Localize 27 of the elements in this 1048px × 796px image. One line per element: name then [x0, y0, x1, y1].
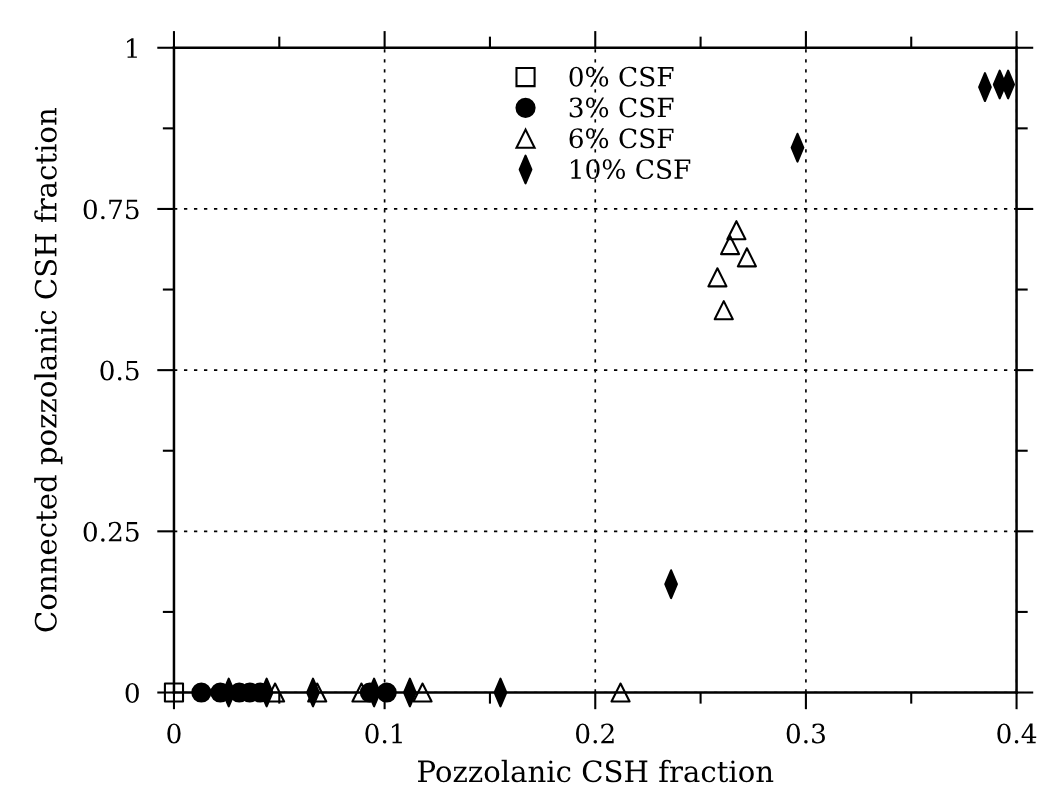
x-tick-label: 0.2 — [576, 723, 614, 744]
y-axis-title: Connected pozzolanic CSH fraction — [34, 108, 63, 632]
x-tick-label: 0 — [167, 723, 181, 744]
x-tick-label: 0.3 — [786, 723, 825, 744]
point — [719, 234, 741, 256]
point — [163, 682, 185, 703]
x-tick-label: 0.1 — [365, 723, 402, 744]
point — [351, 682, 372, 703]
point — [713, 300, 734, 321]
y-tick-label: 1 — [127, 38, 137, 58]
y-tick-label: 0.25 — [83, 521, 139, 542]
point — [726, 220, 747, 241]
point — [610, 682, 631, 703]
point — [736, 247, 758, 268]
legend-label: 6% CSF — [569, 128, 674, 149]
x-axis-title: Pozzolanic CSH fraction — [418, 759, 774, 783]
x-tick-label: 0.4 — [997, 723, 1037, 744]
point — [412, 682, 433, 703]
point — [707, 267, 728, 288]
legend-label: 3% CSF — [569, 97, 674, 118]
y-tick-label: 0.75 — [83, 199, 139, 220]
y-tick-label: 0 — [125, 682, 139, 703]
legend-label: 10% CSF — [570, 159, 691, 180]
legend-label: 0% CSF — [569, 66, 674, 87]
point — [191, 682, 212, 703]
point — [376, 682, 397, 703]
y-tick-label: 0.5 — [100, 360, 139, 381]
